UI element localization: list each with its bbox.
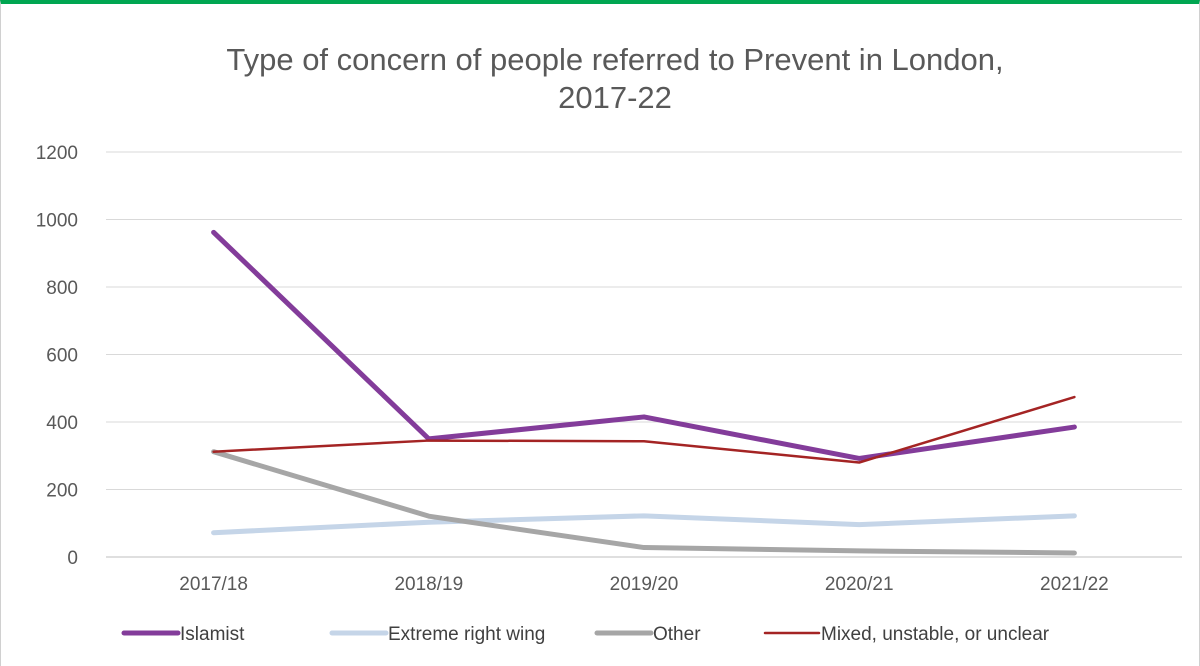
gridlines xyxy=(106,151,1182,558)
legend-item: Mixed, unstable, or unclear xyxy=(763,624,1050,645)
chart-title-line-2: 2017-22 xyxy=(558,80,672,115)
x-tick-label: 2019/20 xyxy=(610,574,679,595)
y-axis-ticks: 0 200 400 600 800 1000 1200 xyxy=(36,143,78,569)
chart-title-line-1: Type of concern of people referred to Pr… xyxy=(226,42,1003,77)
x-tick-label: 2021/22 xyxy=(1040,574,1109,595)
y-tick-label: 600 xyxy=(46,346,78,367)
legend-label: Islamist xyxy=(180,624,245,645)
series-line-islamist xyxy=(211,229,1077,461)
series-line-extreme-right-wing xyxy=(211,513,1077,536)
y-tick-label: 1200 xyxy=(36,143,78,164)
legend-label: Mixed, unstable, or unclear xyxy=(821,624,1050,645)
series-line-other xyxy=(211,449,1077,556)
y-tick-label: 1000 xyxy=(36,211,78,232)
series-lines xyxy=(211,229,1077,556)
series-line-mixed-unstable-or-unclear xyxy=(212,395,1076,464)
x-tick-label: 2017/18 xyxy=(179,574,248,595)
legend-item: Islamist xyxy=(121,624,245,645)
x-axis-ticks: 2017/18 2018/19 2019/20 2020/21 2021/22 xyxy=(179,574,1108,595)
legend-label: Extreme right wing xyxy=(388,624,545,645)
x-tick-label: 2018/19 xyxy=(394,574,463,595)
legend-label: Other xyxy=(653,624,701,645)
y-tick-label: 0 xyxy=(67,548,78,569)
y-tick-label: 800 xyxy=(46,278,78,299)
y-tick-label: 400 xyxy=(46,413,78,434)
y-tick-label: 200 xyxy=(46,481,78,502)
x-tick-label: 2020/21 xyxy=(825,574,894,595)
legend: Islamist Extreme right wing Other Mixed, un… xyxy=(121,624,1050,645)
legend-item: Other xyxy=(594,624,701,645)
legend-item: Extreme right wing xyxy=(329,624,545,645)
